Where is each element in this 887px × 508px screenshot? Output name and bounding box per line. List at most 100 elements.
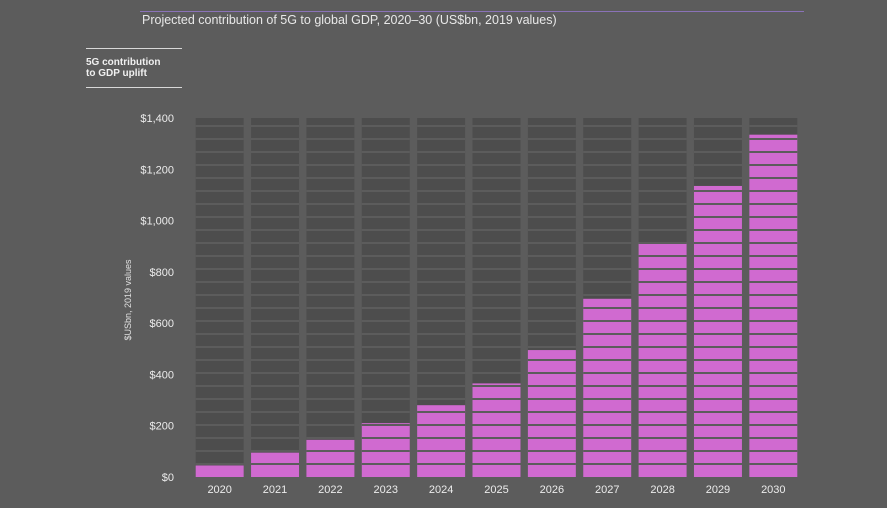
bar-segment-gap [417,346,466,348]
bar-segment-gap [693,138,742,140]
bar-segment-gap [306,398,355,400]
bar-segment-gap [195,138,244,140]
bar-segment-gap [693,255,742,257]
bar-segment-gap [306,177,355,179]
bar-segment-gap [472,346,521,348]
bar-segment-gap [693,398,742,400]
bar-segment-gap [693,450,742,452]
bar-segment-gap [472,372,521,374]
bar-segment-gap [527,138,576,140]
bar [417,405,466,477]
bar-segment-gap [361,411,410,413]
bar-segment-gap [306,151,355,153]
bar-segment-gap [361,203,410,205]
bar-segment-gap [583,346,632,348]
bar-segment-gap [251,242,300,244]
bar-segment-gap [195,463,244,465]
bar-segment-gap [361,307,410,309]
bar-segment-gap [638,359,687,361]
bar-segment-gap [306,307,355,309]
bar-segment-gap [306,372,355,374]
bar-segment-gap [749,359,798,361]
bar-segment-gap [472,268,521,270]
bar-segment-gap [417,255,466,257]
bar-segment-gap [527,346,576,348]
bar-segment-gap [251,359,300,361]
bar-segment-gap [472,138,521,140]
bar-segment-gap [195,125,244,127]
bar-segment-gap [361,372,410,374]
bar-2021 [251,118,300,477]
bar-segment-gap [749,294,798,296]
bar-segment-gap [361,216,410,218]
bar-segment-gap [195,268,244,270]
bar-segment-gap [693,164,742,166]
bar-segment-gap [583,190,632,192]
bar-segment-gap [749,216,798,218]
bar-segment-gap [749,424,798,426]
bar-segment-gap [251,216,300,218]
bar-segment-gap [693,320,742,322]
bar-segment-gap [361,294,410,296]
legend-bottom-rule [86,87,182,88]
bar-segment-gap [638,398,687,400]
bar-segment-gap [693,151,742,153]
bar-segment-gap [417,229,466,231]
bar-slot [251,118,300,477]
bar-segment-gap [693,424,742,426]
bar-segment-gap [251,294,300,296]
bar-segment-gap [693,203,742,205]
bar-segment-gap [306,190,355,192]
bar-segment-gap [527,190,576,192]
bar-segment-gap [306,450,355,452]
bar-segment-gap [749,255,798,257]
bar-segment-gap [693,216,742,218]
bar-segment-gap [417,437,466,439]
bar-segment-gap [417,333,466,335]
bar-segment-gap [251,411,300,413]
bar-segment-gap [306,463,355,465]
bar-segment-gap [251,385,300,387]
bar-segment-gap [306,411,355,413]
bar-segment-gap [472,203,521,205]
bar-segment-gap [583,216,632,218]
bar-segment-gap [251,268,300,270]
bar-segment-gap [195,203,244,205]
bar-segment-gap [251,138,300,140]
bar-segment-gap [306,346,355,348]
bar-segment-gap [693,385,742,387]
bar-segment-gap [583,151,632,153]
bar-segment-gap [638,242,687,244]
bar-segment-gap [417,320,466,322]
bar-segment-gap [361,359,410,361]
bar-2020 [195,118,244,477]
bar-segment-gap [583,333,632,335]
bar-segment-gap [306,294,355,296]
x-tick-label: 2024 [429,484,453,496]
bar-segment-gap [583,203,632,205]
bar-segment-gap [361,385,410,387]
bar-segment-gap [583,281,632,283]
bar-segment-gap [583,125,632,127]
bar-segment-gap [527,398,576,400]
bar-segment-gap [527,164,576,166]
bar-segment-gap [417,125,466,127]
bar-segment-gap [195,294,244,296]
bar-segment-gap [361,229,410,231]
bar-segment-gap [472,411,521,413]
bar-segment-gap [251,346,300,348]
bar-segment-gap [251,450,300,452]
bar [195,465,244,477]
bar-segment-gap [527,229,576,231]
bar-segment-gap [638,216,687,218]
bar-segment-gap [195,359,244,361]
bar-segment-gap [195,151,244,153]
bar-segment-gap [472,424,521,426]
bar-segment-gap [693,359,742,361]
bar-segment-gap [417,294,466,296]
bar-segment-gap [527,437,576,439]
x-tick-label: 2022 [318,484,342,496]
x-tick-label: 2030 [761,484,785,496]
legend-line-2: to GDP uplift [86,68,147,79]
